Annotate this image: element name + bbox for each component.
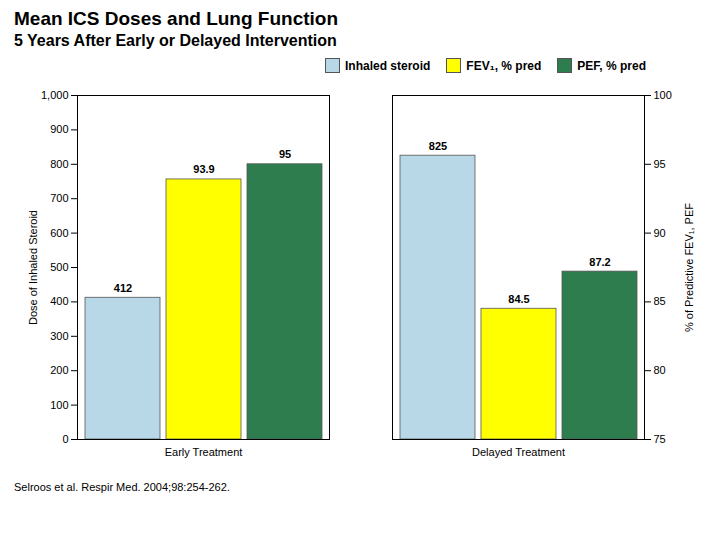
svg-text:Dose of Inhaled Steroid: Dose of Inhaled Steroid — [27, 210, 39, 325]
svg-text:100: 100 — [50, 399, 68, 411]
svg-text:87.2: 87.2 — [589, 256, 610, 268]
svg-text:700: 700 — [50, 192, 68, 204]
html-text:Mean ICS Doses and Lung Functi: Mean ICS Doses and Lung Function — [14, 8, 339, 29]
svg-text:412: 412 — [114, 282, 132, 294]
svg-text:% of Predictive FEV₁, PEF: % of Predictive FEV₁, PEF — [683, 203, 695, 332]
html-text:PEF, % pred: PEF, % pred — [577, 58, 646, 73]
html-text:Selroos et al. Respir Med. 200: Selroos et al. Respir Med. 2004;98:254-2… — [14, 481, 230, 493]
svg-text:75: 75 — [654, 433, 666, 445]
svg-text:1,000: 1,000 — [41, 89, 69, 101]
html-text:5 Years After Early or Delayed: 5 Years After Early or Delayed Intervent… — [14, 32, 337, 49]
svg-text:100: 100 — [654, 89, 672, 101]
svg-text:95: 95 — [654, 158, 666, 170]
html-text:FEV₁, % pred: FEV₁, % pred — [466, 58, 542, 73]
svg-text:900: 900 — [50, 123, 68, 135]
svg-text:0: 0 — [62, 433, 68, 445]
svg-text:300: 300 — [50, 330, 68, 342]
svg-text:200: 200 — [50, 364, 68, 376]
svg-text:Early Treatment: Early Treatment — [165, 446, 243, 458]
svg-text:600: 600 — [50, 227, 68, 239]
svg-text:90: 90 — [654, 227, 666, 239]
svg-text:80: 80 — [654, 364, 666, 376]
svg-text:93.9: 93.9 — [193, 163, 214, 175]
svg-text:85: 85 — [654, 295, 666, 307]
svg-text:825: 825 — [429, 140, 447, 152]
svg-text:500: 500 — [50, 261, 68, 273]
svg-text:84.5: 84.5 — [508, 293, 529, 305]
svg-text:95: 95 — [279, 148, 291, 160]
svg-text:800: 800 — [50, 158, 68, 170]
svg-text:400: 400 — [50, 295, 68, 307]
html-text:Inhaled steroid: Inhaled steroid — [345, 58, 431, 73]
svg-text:Delayed Treatment: Delayed Treatment — [472, 446, 565, 458]
